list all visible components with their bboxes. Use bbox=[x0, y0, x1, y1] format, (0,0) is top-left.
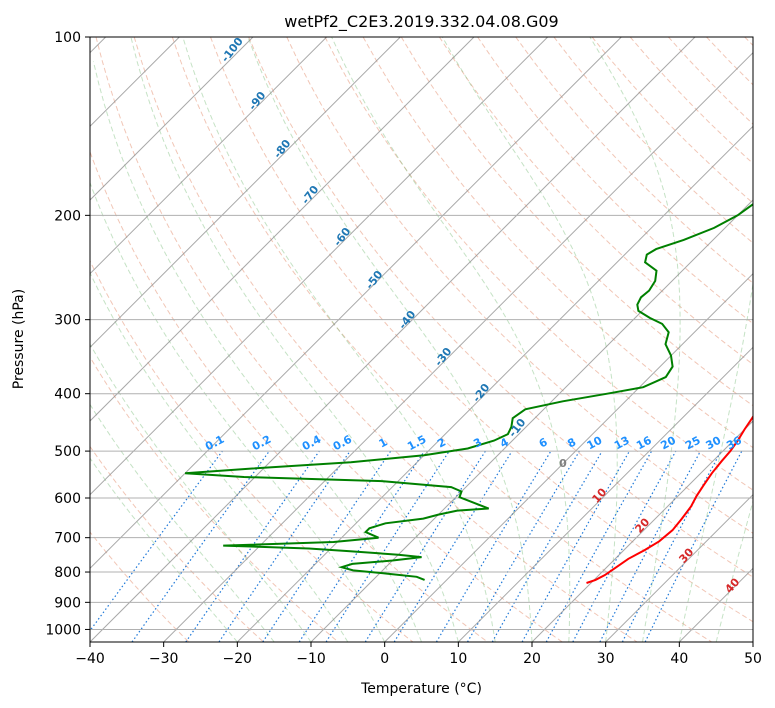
y-tick-label: 600 bbox=[54, 491, 81, 507]
x-tick-label: 20 bbox=[523, 651, 541, 667]
x-tick-label: 10 bbox=[449, 651, 467, 667]
mixing-ratio-label: 16 bbox=[634, 434, 654, 453]
isotherm bbox=[90, 37, 696, 642]
isotherm bbox=[90, 37, 328, 275]
isotherm bbox=[457, 346, 753, 642]
y-tick-label: 500 bbox=[54, 444, 81, 460]
y-tick-label: 200 bbox=[54, 208, 81, 224]
dry-adiabat bbox=[90, 259, 414, 642]
dry-adiabat bbox=[324, 37, 753, 491]
mixing-ratio-line bbox=[262, 450, 392, 642]
y-tick-label: 300 bbox=[54, 313, 81, 329]
chart-title: wetPf2_C2E3.2019.332.04.08.G09 bbox=[284, 12, 558, 32]
moist-adiabat bbox=[715, 499, 753, 642]
x-axis-label: Temperature (°C) bbox=[360, 681, 482, 697]
x-tick-label: 0 bbox=[380, 651, 389, 667]
temperature-line bbox=[586, 414, 753, 584]
dry-adiabat bbox=[286, 37, 753, 534]
y-tick-label: 800 bbox=[54, 565, 81, 581]
mixing-ratio-line bbox=[90, 450, 223, 632]
dry-adiabat bbox=[477, 37, 753, 325]
x-tick-label: −40 bbox=[75, 651, 105, 667]
moist-adiabat bbox=[247, 37, 533, 642]
y-tick-label: 100 bbox=[54, 30, 81, 46]
isotherm bbox=[90, 37, 254, 201]
mixing-ratio-label: 25 bbox=[683, 434, 703, 453]
isotherm bbox=[90, 37, 622, 570]
grid-lines bbox=[90, 37, 753, 642]
isotherm bbox=[163, 51, 753, 642]
moist-adiabat bbox=[678, 280, 753, 642]
x-tick-label: 50 bbox=[744, 651, 762, 667]
mixing-ratio-line bbox=[325, 450, 450, 642]
moist-adiabat bbox=[589, 37, 681, 642]
isotherm bbox=[605, 493, 753, 642]
dry-adiabat bbox=[171, 37, 712, 642]
mixing-ratio-line bbox=[545, 450, 653, 642]
moist-adiabat bbox=[90, 457, 238, 642]
dry-adiabat bbox=[248, 37, 753, 578]
dry-adiabat bbox=[90, 531, 190, 642]
isotherm bbox=[531, 420, 753, 642]
mixing-ratio-line bbox=[131, 450, 270, 642]
mixing-ratio-line bbox=[644, 450, 743, 642]
moist-adiabat bbox=[331, 37, 571, 642]
mixing-ratio-line bbox=[393, 450, 513, 642]
mixing-ratio-line bbox=[185, 450, 320, 642]
isotherm bbox=[90, 37, 401, 349]
dry-adiabat bbox=[90, 150, 488, 642]
dry-adiabat bbox=[438, 37, 753, 366]
isotherm bbox=[310, 199, 753, 642]
x-tick-label: 40 bbox=[670, 651, 688, 667]
dry-adiabat bbox=[133, 37, 638, 642]
zero-label: 0 bbox=[559, 457, 567, 470]
x-tick-label: 30 bbox=[597, 651, 615, 667]
y-axis-label: Pressure (hPa) bbox=[11, 289, 27, 389]
mixing-ratio-line bbox=[572, 450, 677, 642]
mixing-ratio-label: 10 bbox=[585, 434, 605, 453]
mixing-ratio-line bbox=[521, 450, 631, 642]
moist-adiabat bbox=[92, 61, 422, 642]
mixing-ratio-label: 30 bbox=[704, 434, 724, 453]
y-tick-label: 700 bbox=[54, 531, 81, 547]
isotherm bbox=[90, 37, 549, 496]
dry-adiabat bbox=[515, 37, 753, 284]
y-tick-label: 400 bbox=[54, 387, 81, 403]
mixing-ratio-label: 36 bbox=[724, 434, 744, 453]
plot-frame bbox=[89, 36, 754, 643]
dry-adiabat bbox=[400, 37, 753, 407]
isotherm bbox=[90, 37, 475, 422]
mixing-ratio-line bbox=[218, 450, 351, 642]
axes: −40 −30 −20 −10 0 10 20 30 40 5010020030040050060… bbox=[45, 30, 762, 667]
y-tick-label: 1000 bbox=[45, 622, 81, 638]
moist-adiabat bbox=[441, 37, 618, 642]
dry-adiabat bbox=[210, 37, 753, 623]
isotherm bbox=[384, 272, 753, 642]
dewpoint-line bbox=[185, 203, 753, 581]
moist-adiabat bbox=[130, 37, 459, 642]
dry-adiabat bbox=[90, 356, 339, 642]
y-tick-label: 900 bbox=[54, 595, 81, 611]
x-tick-label: −30 bbox=[149, 651, 179, 667]
mixing-ratio-label: 13 bbox=[612, 434, 632, 453]
profile-lines bbox=[185, 203, 753, 584]
dry-adiabat bbox=[90, 445, 264, 642]
moist-adiabat bbox=[90, 271, 349, 642]
dry-adiabat bbox=[362, 37, 753, 449]
dry-adiabat bbox=[95, 37, 563, 642]
x-tick-label: −10 bbox=[296, 651, 326, 667]
mixing-ratio-label: 20 bbox=[658, 434, 678, 453]
x-tick-label: −20 bbox=[223, 651, 253, 667]
